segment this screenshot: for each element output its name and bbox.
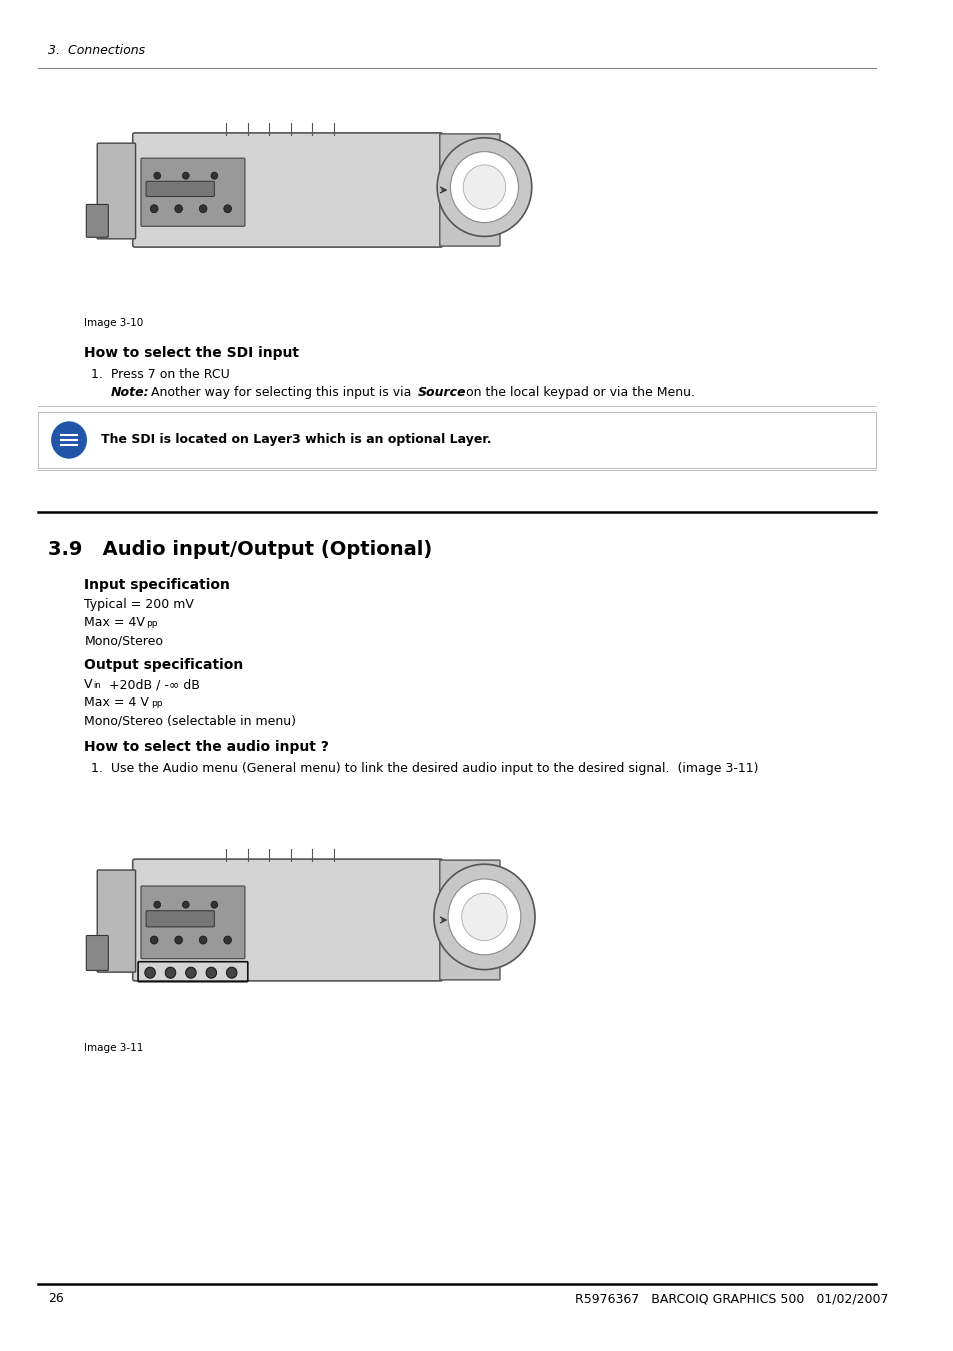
Circle shape (153, 901, 160, 908)
FancyBboxPatch shape (132, 132, 442, 247)
Text: Max = 4 V: Max = 4 V (84, 696, 149, 709)
Text: on the local keypad or via the Menu.: on the local keypad or via the Menu. (462, 386, 695, 399)
FancyBboxPatch shape (86, 204, 108, 238)
Circle shape (145, 967, 155, 978)
Text: Output specification: Output specification (84, 658, 243, 671)
Circle shape (434, 865, 535, 970)
Text: Input specification: Input specification (84, 578, 230, 592)
Circle shape (174, 936, 182, 944)
Text: Mono/Stereo (selectable in menu): Mono/Stereo (selectable in menu) (84, 713, 296, 727)
FancyBboxPatch shape (97, 143, 135, 239)
Text: R5976367   BARCOIQ GRAPHICS 500   01/02/2007: R5976367 BARCOIQ GRAPHICS 500 01/02/2007 (575, 1292, 888, 1305)
Text: Max = 4V: Max = 4V (84, 616, 145, 630)
Circle shape (182, 901, 189, 908)
Circle shape (206, 967, 216, 978)
Text: Note:: Note: (111, 386, 149, 399)
Circle shape (151, 936, 158, 944)
Circle shape (226, 967, 236, 978)
FancyBboxPatch shape (86, 935, 108, 970)
Text: 1.  Press 7 on the RCU: 1. Press 7 on the RCU (91, 367, 230, 381)
FancyBboxPatch shape (146, 911, 214, 927)
Circle shape (436, 138, 531, 236)
Text: 1.  Use the Audio menu (General menu) to link the desired audio input to the des: 1. Use the Audio menu (General menu) to … (91, 762, 758, 775)
FancyBboxPatch shape (439, 861, 499, 979)
Circle shape (182, 172, 189, 180)
Text: 3.  Connections: 3. Connections (48, 43, 145, 57)
FancyBboxPatch shape (439, 134, 499, 246)
FancyBboxPatch shape (141, 886, 245, 959)
Circle shape (461, 893, 507, 940)
Circle shape (448, 880, 520, 955)
Text: How to select the audio input ?: How to select the audio input ? (84, 740, 329, 754)
Text: Source: Source (417, 386, 466, 399)
Circle shape (174, 205, 182, 212)
Circle shape (224, 205, 232, 212)
Text: Another way for selecting this input is via: Another way for selecting this input is … (151, 386, 415, 399)
FancyBboxPatch shape (97, 870, 135, 973)
FancyBboxPatch shape (146, 181, 214, 196)
Circle shape (153, 172, 160, 180)
Text: Image 3-10: Image 3-10 (84, 317, 144, 328)
Circle shape (463, 165, 505, 209)
Circle shape (151, 205, 158, 212)
Text: Typical = 200 mV: Typical = 200 mV (84, 598, 194, 611)
Text: pp: pp (152, 698, 163, 708)
Text: in: in (93, 681, 101, 690)
Circle shape (211, 901, 217, 908)
Text: Image 3-11: Image 3-11 (84, 1043, 144, 1052)
Text: 26: 26 (48, 1292, 64, 1305)
Circle shape (224, 936, 232, 944)
Circle shape (51, 422, 86, 458)
Circle shape (211, 172, 217, 180)
Text: pp: pp (146, 619, 157, 628)
Text: Mono/Stereo: Mono/Stereo (84, 634, 163, 647)
FancyBboxPatch shape (38, 412, 876, 467)
Circle shape (186, 967, 196, 978)
FancyBboxPatch shape (132, 859, 442, 981)
Circle shape (199, 936, 207, 944)
Text: 3.9   Audio input/Output (Optional): 3.9 Audio input/Output (Optional) (48, 540, 432, 559)
Circle shape (165, 967, 175, 978)
Text: How to select the SDI input: How to select the SDI input (84, 346, 299, 359)
Text: V: V (84, 678, 92, 690)
Circle shape (199, 205, 207, 212)
Circle shape (450, 151, 518, 223)
Text: +20dB / -∞ dB: +20dB / -∞ dB (105, 678, 199, 690)
Text: The SDI is located on Layer3 which is an optional Layer.: The SDI is located on Layer3 which is an… (101, 434, 491, 446)
FancyBboxPatch shape (141, 158, 245, 226)
